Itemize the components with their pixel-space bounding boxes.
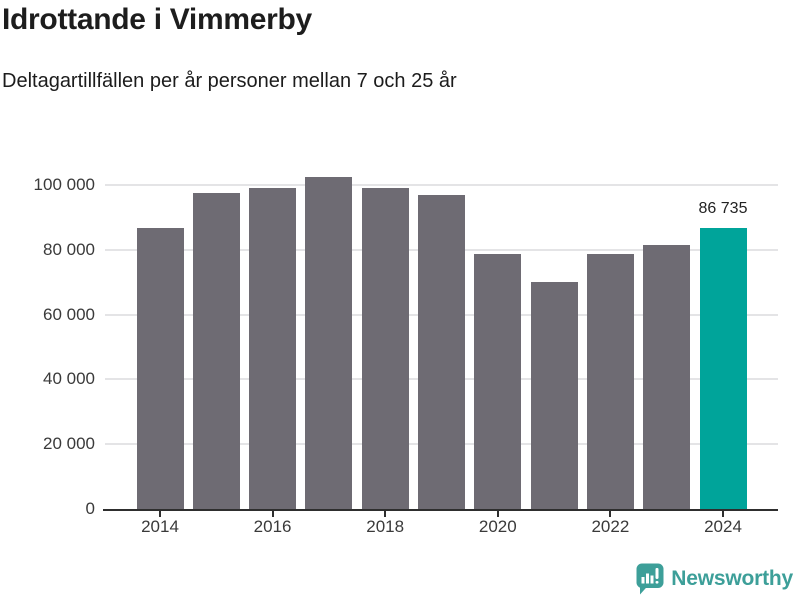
bar-2018: [361, 187, 409, 509]
x-axis-tick-label: 2020: [478, 517, 517, 536]
x-axis-tick-label: 2016: [253, 517, 292, 536]
x-axis-tick-mark: [271, 511, 274, 517]
plot-area: [103, 170, 778, 511]
y-axis-tick-label: 100 000: [33, 174, 95, 194]
x-axis-tick-label: 2024: [704, 517, 742, 536]
bar-2024: [699, 227, 747, 509]
bar-2017: [305, 176, 353, 509]
newsworthy-speech-bubble-bar-chart-icon: [636, 563, 664, 595]
x-axis-line: [103, 509, 778, 511]
bar-2020: [474, 253, 522, 509]
bar-2023: [643, 244, 691, 509]
bar-2015: [192, 193, 240, 509]
y-axis-tick-label: 20 000: [43, 434, 95, 454]
x-axis-tick-label: 2014: [141, 517, 179, 536]
brand-name: Newsworthy: [671, 567, 793, 590]
bar-2021: [530, 282, 578, 509]
bar-2016: [249, 188, 297, 509]
y-axis-tick-label: 60 000: [43, 304, 95, 324]
chart-title: Idrottande i Vimmerby: [2, 3, 312, 36]
x-axis-tick-label: 2022: [591, 517, 630, 536]
y-axis-tick-label: 80 000: [43, 239, 95, 259]
bar-2022: [586, 254, 634, 509]
gridline: [105, 183, 778, 186]
bar-value-label: 86 735: [698, 199, 748, 217]
bar-2019: [418, 195, 465, 509]
x-axis-tick-label: 2018: [366, 517, 405, 536]
x-axis-tick-mark: [609, 511, 612, 517]
y-axis-tick-label: 0: [85, 499, 95, 518]
chart-subtitle: Deltagartillfällen per år personer mella…: [2, 70, 457, 92]
brand-logo: Newsworthy: [636, 563, 793, 595]
x-axis-tick-mark: [722, 511, 724, 517]
x-axis-tick-mark: [159, 511, 161, 517]
bar-2014: [136, 227, 184, 509]
x-axis-tick-mark: [496, 511, 499, 517]
y-axis-tick-label: 40 000: [43, 369, 95, 389]
x-axis-tick-mark: [384, 511, 387, 517]
